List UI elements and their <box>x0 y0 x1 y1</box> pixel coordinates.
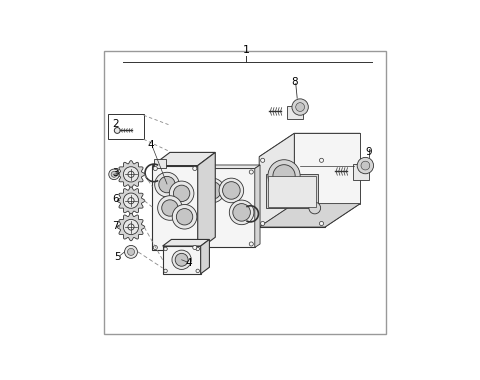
Circle shape <box>172 250 192 269</box>
Circle shape <box>198 170 202 174</box>
Bar <box>266 174 318 208</box>
Circle shape <box>229 200 254 225</box>
Polygon shape <box>294 133 360 204</box>
Bar <box>199 161 209 170</box>
Polygon shape <box>259 133 360 157</box>
Circle shape <box>320 158 324 162</box>
Circle shape <box>233 204 251 221</box>
Circle shape <box>157 196 182 220</box>
Polygon shape <box>259 133 294 227</box>
Circle shape <box>123 219 139 234</box>
Polygon shape <box>117 187 145 214</box>
Polygon shape <box>152 152 215 166</box>
Polygon shape <box>163 239 209 246</box>
Circle shape <box>200 178 225 203</box>
Text: 6: 6 <box>112 194 119 204</box>
Bar <box>268 176 316 207</box>
Polygon shape <box>198 152 215 250</box>
Polygon shape <box>196 168 255 247</box>
Polygon shape <box>152 166 198 250</box>
Polygon shape <box>259 204 360 227</box>
Circle shape <box>123 167 139 182</box>
Text: 5: 5 <box>114 252 120 262</box>
Circle shape <box>128 171 134 177</box>
Bar <box>154 159 166 168</box>
Circle shape <box>219 178 244 203</box>
Circle shape <box>123 193 139 208</box>
Circle shape <box>357 157 373 174</box>
Text: 7: 7 <box>112 220 119 231</box>
Polygon shape <box>117 161 145 188</box>
Text: 8: 8 <box>291 77 298 87</box>
Text: 1: 1 <box>242 45 250 55</box>
Circle shape <box>193 166 197 171</box>
Circle shape <box>196 269 200 273</box>
Circle shape <box>320 222 324 226</box>
Circle shape <box>169 181 194 206</box>
Circle shape <box>296 103 304 111</box>
Circle shape <box>172 204 197 229</box>
Circle shape <box>196 247 200 251</box>
Polygon shape <box>201 239 209 274</box>
Circle shape <box>128 249 134 255</box>
Circle shape <box>164 269 168 273</box>
Circle shape <box>268 160 300 192</box>
Circle shape <box>125 245 137 258</box>
Polygon shape <box>255 165 260 247</box>
Polygon shape <box>259 157 325 227</box>
Polygon shape <box>196 165 260 168</box>
Circle shape <box>193 245 197 250</box>
Circle shape <box>273 165 295 187</box>
Bar <box>287 106 303 119</box>
Circle shape <box>109 169 120 180</box>
Circle shape <box>292 99 308 115</box>
Circle shape <box>309 202 321 214</box>
Text: 9: 9 <box>366 147 372 157</box>
Circle shape <box>175 253 188 266</box>
Bar <box>353 164 369 180</box>
Circle shape <box>361 161 370 170</box>
Circle shape <box>159 176 175 193</box>
Polygon shape <box>325 133 360 227</box>
Circle shape <box>111 171 117 177</box>
Circle shape <box>261 222 265 226</box>
Circle shape <box>128 198 134 204</box>
Circle shape <box>261 158 265 162</box>
Text: 4: 4 <box>147 140 154 150</box>
Circle shape <box>114 128 120 133</box>
Circle shape <box>249 170 253 174</box>
Circle shape <box>249 242 253 246</box>
Circle shape <box>153 166 157 171</box>
Polygon shape <box>117 213 145 241</box>
Circle shape <box>204 217 215 228</box>
Text: 4: 4 <box>186 258 192 268</box>
Circle shape <box>204 182 221 199</box>
Circle shape <box>162 200 178 216</box>
Circle shape <box>173 185 190 201</box>
Circle shape <box>223 182 240 199</box>
Circle shape <box>198 242 202 246</box>
Text: 3: 3 <box>112 168 119 178</box>
Polygon shape <box>163 246 201 274</box>
Bar <box>108 114 144 139</box>
Text: 2: 2 <box>112 119 119 129</box>
Circle shape <box>128 224 134 230</box>
Circle shape <box>164 247 168 251</box>
Circle shape <box>176 209 193 225</box>
Circle shape <box>155 172 180 197</box>
Circle shape <box>153 245 157 250</box>
